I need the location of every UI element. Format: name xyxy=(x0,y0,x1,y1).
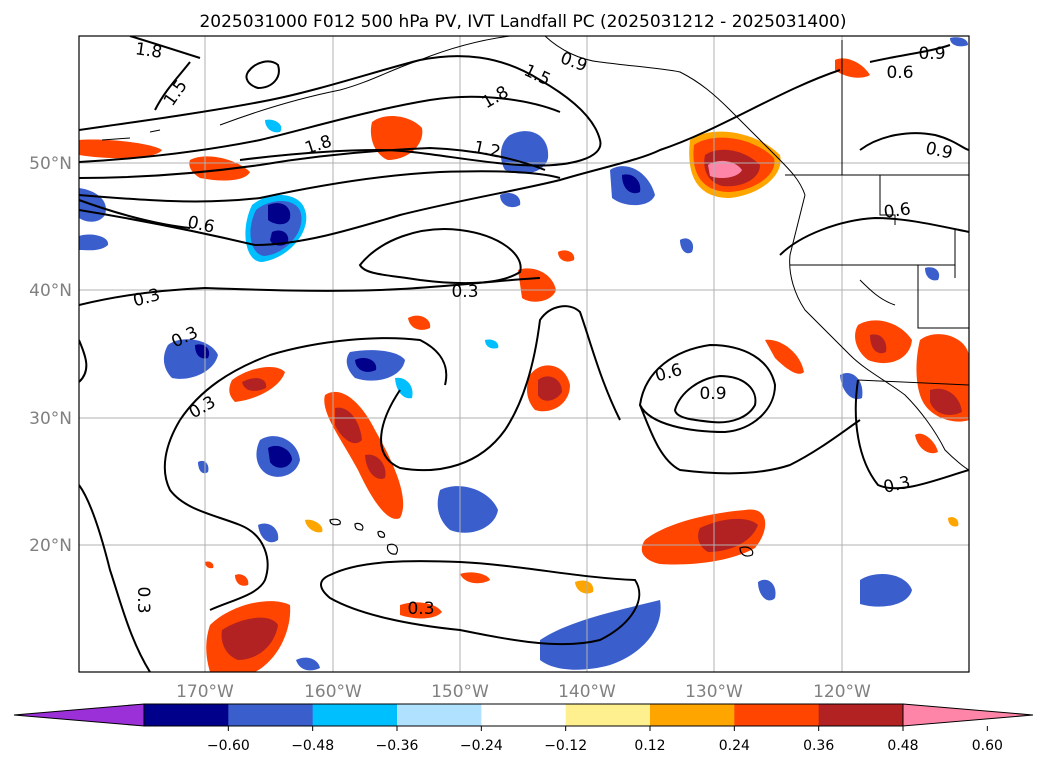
pv-anomaly-patch xyxy=(365,454,386,479)
pv-anomaly-patch xyxy=(460,572,490,584)
latitude-labels: 50°N 40°N 30°N 20°N xyxy=(29,154,72,556)
colorbar-tick-label: −0.60 xyxy=(207,738,250,754)
colorbar-tick-label: 0.24 xyxy=(719,738,750,754)
colorbar-ticks: −0.60 −0.48 −0.36 −0.24 −0.12 0.12 0.24 0.36 0.4… xyxy=(207,726,1003,754)
colorbar-extend-max xyxy=(902,703,1034,727)
colorbar-segment xyxy=(650,704,735,726)
pv-anomaly-patch xyxy=(268,445,292,468)
pv-anomaly-patch xyxy=(346,350,405,381)
pv-anomaly-patch xyxy=(708,160,742,178)
lat-label: 40°N xyxy=(29,281,72,301)
pv-anomaly-patch xyxy=(680,238,694,254)
colorbar-segments xyxy=(13,703,1034,727)
map-title: 2025031000 F012 500 hPa PV, IVT Landfall… xyxy=(199,12,846,32)
pv-anomaly-patch xyxy=(198,460,209,474)
colorbar-segment xyxy=(481,704,567,726)
colorbar-segment xyxy=(734,704,820,726)
colorbar-frame xyxy=(143,703,904,727)
colorbar-segment xyxy=(144,704,229,726)
pv-anomaly-patch xyxy=(270,230,289,246)
contour-label: 0.3 xyxy=(407,599,434,619)
pv-anomaly-patch xyxy=(395,377,413,399)
islands xyxy=(329,518,754,557)
coastlines xyxy=(101,36,969,471)
pv-anomaly-patch xyxy=(296,657,320,671)
longitude-labels: 170°W 160°W 150°W 140°W 130°W 120°W xyxy=(176,682,871,702)
pv-anomaly-patch xyxy=(258,523,279,543)
pv-anomaly-patch xyxy=(950,37,968,47)
pv-anomaly-patch xyxy=(195,344,210,359)
graticule xyxy=(79,36,969,672)
pv-anomaly-patch xyxy=(518,268,556,302)
lat-label: 30°N xyxy=(29,409,72,429)
lon-label: 130°W xyxy=(685,682,743,702)
pv-anomaly-patch xyxy=(485,339,499,349)
pv-anomaly-patch xyxy=(242,378,267,391)
contour-label: 0.3 xyxy=(451,282,478,302)
lat-label: 50°N xyxy=(29,154,72,174)
lon-label: 140°W xyxy=(558,682,616,702)
pv-anomaly-patch xyxy=(500,193,521,208)
lon-label: 120°W xyxy=(813,682,871,702)
map-panel: 1.8 1.5 1.8 1.5 1.8 1.2 0.9 0.9 0.6 0.9 … xyxy=(79,36,969,672)
colorbar-segment xyxy=(565,704,651,726)
pv-anomaly-patch xyxy=(698,518,758,552)
pv-anomaly-patch xyxy=(335,407,362,444)
ivt-contours xyxy=(79,36,969,672)
pv-anomaly-patch xyxy=(860,574,912,607)
map-frame xyxy=(78,35,970,673)
lat-label: 20°N xyxy=(29,536,72,556)
pv-anomaly-patch xyxy=(765,339,804,374)
pv-anomaly-patch xyxy=(558,250,575,262)
pv-anomaly-patch xyxy=(930,388,962,415)
pv-anomaly-patch xyxy=(538,376,562,401)
colorbar: −0.60 −0.48 −0.36 −0.24 −0.12 0.12 0.24 0.36 0.4… xyxy=(13,703,1034,754)
pv-anomaly-patch xyxy=(835,58,870,78)
pv-anomaly-patch xyxy=(235,574,249,586)
colorbar-segment xyxy=(818,704,904,726)
pv-anomaly-patch xyxy=(925,267,940,281)
pv-anomaly-patch xyxy=(758,579,776,601)
contour-label: 0.3 xyxy=(133,586,153,613)
pv-anomaly-patch xyxy=(870,334,887,354)
pv-anomaly-patch xyxy=(221,617,278,660)
colorbar-segment xyxy=(312,704,398,726)
pv-anomaly-patch xyxy=(305,519,323,533)
pv-anomaly-patch xyxy=(575,580,594,594)
contour-label: 0.6 xyxy=(886,63,913,83)
pv-anomaly-patch xyxy=(79,234,109,251)
colorbar-tick-label: 0.12 xyxy=(634,738,665,754)
pv-anomaly-patch xyxy=(948,517,959,527)
pv-anomaly-patch xyxy=(500,131,549,174)
pv-anomaly-patch xyxy=(400,602,442,619)
colorbar-tick-label: 0.48 xyxy=(887,738,918,754)
contour-label: 0.6 xyxy=(883,199,913,223)
pv-anomaly-patch xyxy=(437,486,498,533)
colorbar-tick-label: 0.60 xyxy=(972,738,1003,754)
colorbar-tick-label: −0.12 xyxy=(544,738,587,754)
colorbar-tick-label: −0.48 xyxy=(291,738,334,754)
contour-label: 0.9 xyxy=(699,384,726,404)
colorbar-extend-min xyxy=(13,703,145,727)
colorbar-segment xyxy=(228,704,314,726)
colorbar-segment xyxy=(397,704,482,726)
lon-label: 150°W xyxy=(431,682,489,702)
lon-label: 170°W xyxy=(176,682,234,702)
colorbar-tick-label: 0.36 xyxy=(803,738,834,754)
pv-anomaly-patch xyxy=(205,561,214,569)
lon-label: 160°W xyxy=(304,682,362,702)
pv-anomaly-patch xyxy=(268,203,291,225)
pv-anomaly-patch xyxy=(355,358,377,372)
pv-anomaly-patch xyxy=(79,139,162,159)
colorbar-tick-label: −0.36 xyxy=(376,738,419,754)
colorbar-tick-label: −0.24 xyxy=(460,738,503,754)
pv-anomaly-patch xyxy=(265,119,282,133)
pv-anomaly-patch xyxy=(408,315,431,330)
contour-label: 0.9 xyxy=(918,44,945,64)
pv-anomaly-patch xyxy=(915,433,938,454)
pv-anomaly-patch xyxy=(189,156,250,181)
pv-anomaly-patch xyxy=(622,174,641,194)
contour-label: 1.8 xyxy=(134,39,164,63)
